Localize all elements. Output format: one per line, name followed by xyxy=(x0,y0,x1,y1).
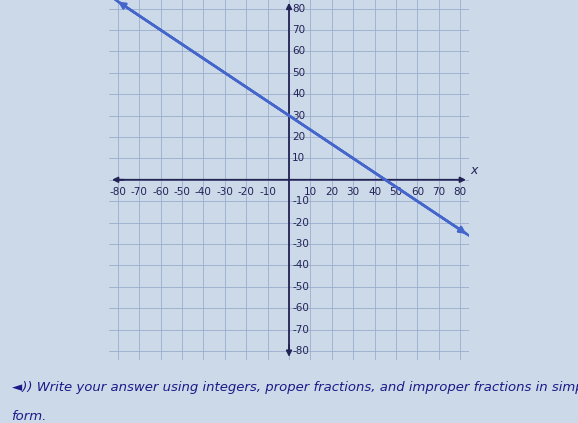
Text: -50: -50 xyxy=(173,187,190,197)
Text: 40: 40 xyxy=(292,89,305,99)
Text: -10: -10 xyxy=(292,196,309,206)
Text: 50: 50 xyxy=(292,68,305,78)
Text: -10: -10 xyxy=(259,187,276,197)
Text: -20: -20 xyxy=(292,217,309,228)
Text: 60: 60 xyxy=(411,187,424,197)
Text: -80: -80 xyxy=(292,346,309,356)
Text: ◄︎)) Write your answer using integers, proper fractions, and improper fractions : ◄︎)) Write your answer using integers, p… xyxy=(12,381,578,394)
Text: 80: 80 xyxy=(454,187,467,197)
Text: -70: -70 xyxy=(292,324,309,335)
Text: -60: -60 xyxy=(152,187,169,197)
Text: 20: 20 xyxy=(325,187,338,197)
Text: form.: form. xyxy=(12,410,47,423)
Text: 30: 30 xyxy=(292,110,305,121)
Text: 60: 60 xyxy=(292,47,305,56)
Text: 40: 40 xyxy=(368,187,381,197)
Text: -30: -30 xyxy=(292,239,309,249)
Text: 10: 10 xyxy=(304,187,317,197)
Text: -40: -40 xyxy=(195,187,212,197)
Text: 10: 10 xyxy=(292,154,305,163)
Text: 70: 70 xyxy=(292,25,305,35)
Text: 20: 20 xyxy=(292,132,305,142)
Text: -40: -40 xyxy=(292,261,309,270)
Text: 30: 30 xyxy=(347,187,360,197)
Text: -80: -80 xyxy=(109,187,126,197)
Text: 50: 50 xyxy=(390,187,402,197)
Text: 80: 80 xyxy=(292,3,305,14)
Text: -50: -50 xyxy=(292,282,309,292)
Text: -30: -30 xyxy=(216,187,234,197)
Text: -70: -70 xyxy=(131,187,147,197)
Text: -20: -20 xyxy=(238,187,255,197)
Text: 70: 70 xyxy=(432,187,446,197)
Text: -60: -60 xyxy=(292,303,309,313)
Text: x: x xyxy=(470,164,477,176)
